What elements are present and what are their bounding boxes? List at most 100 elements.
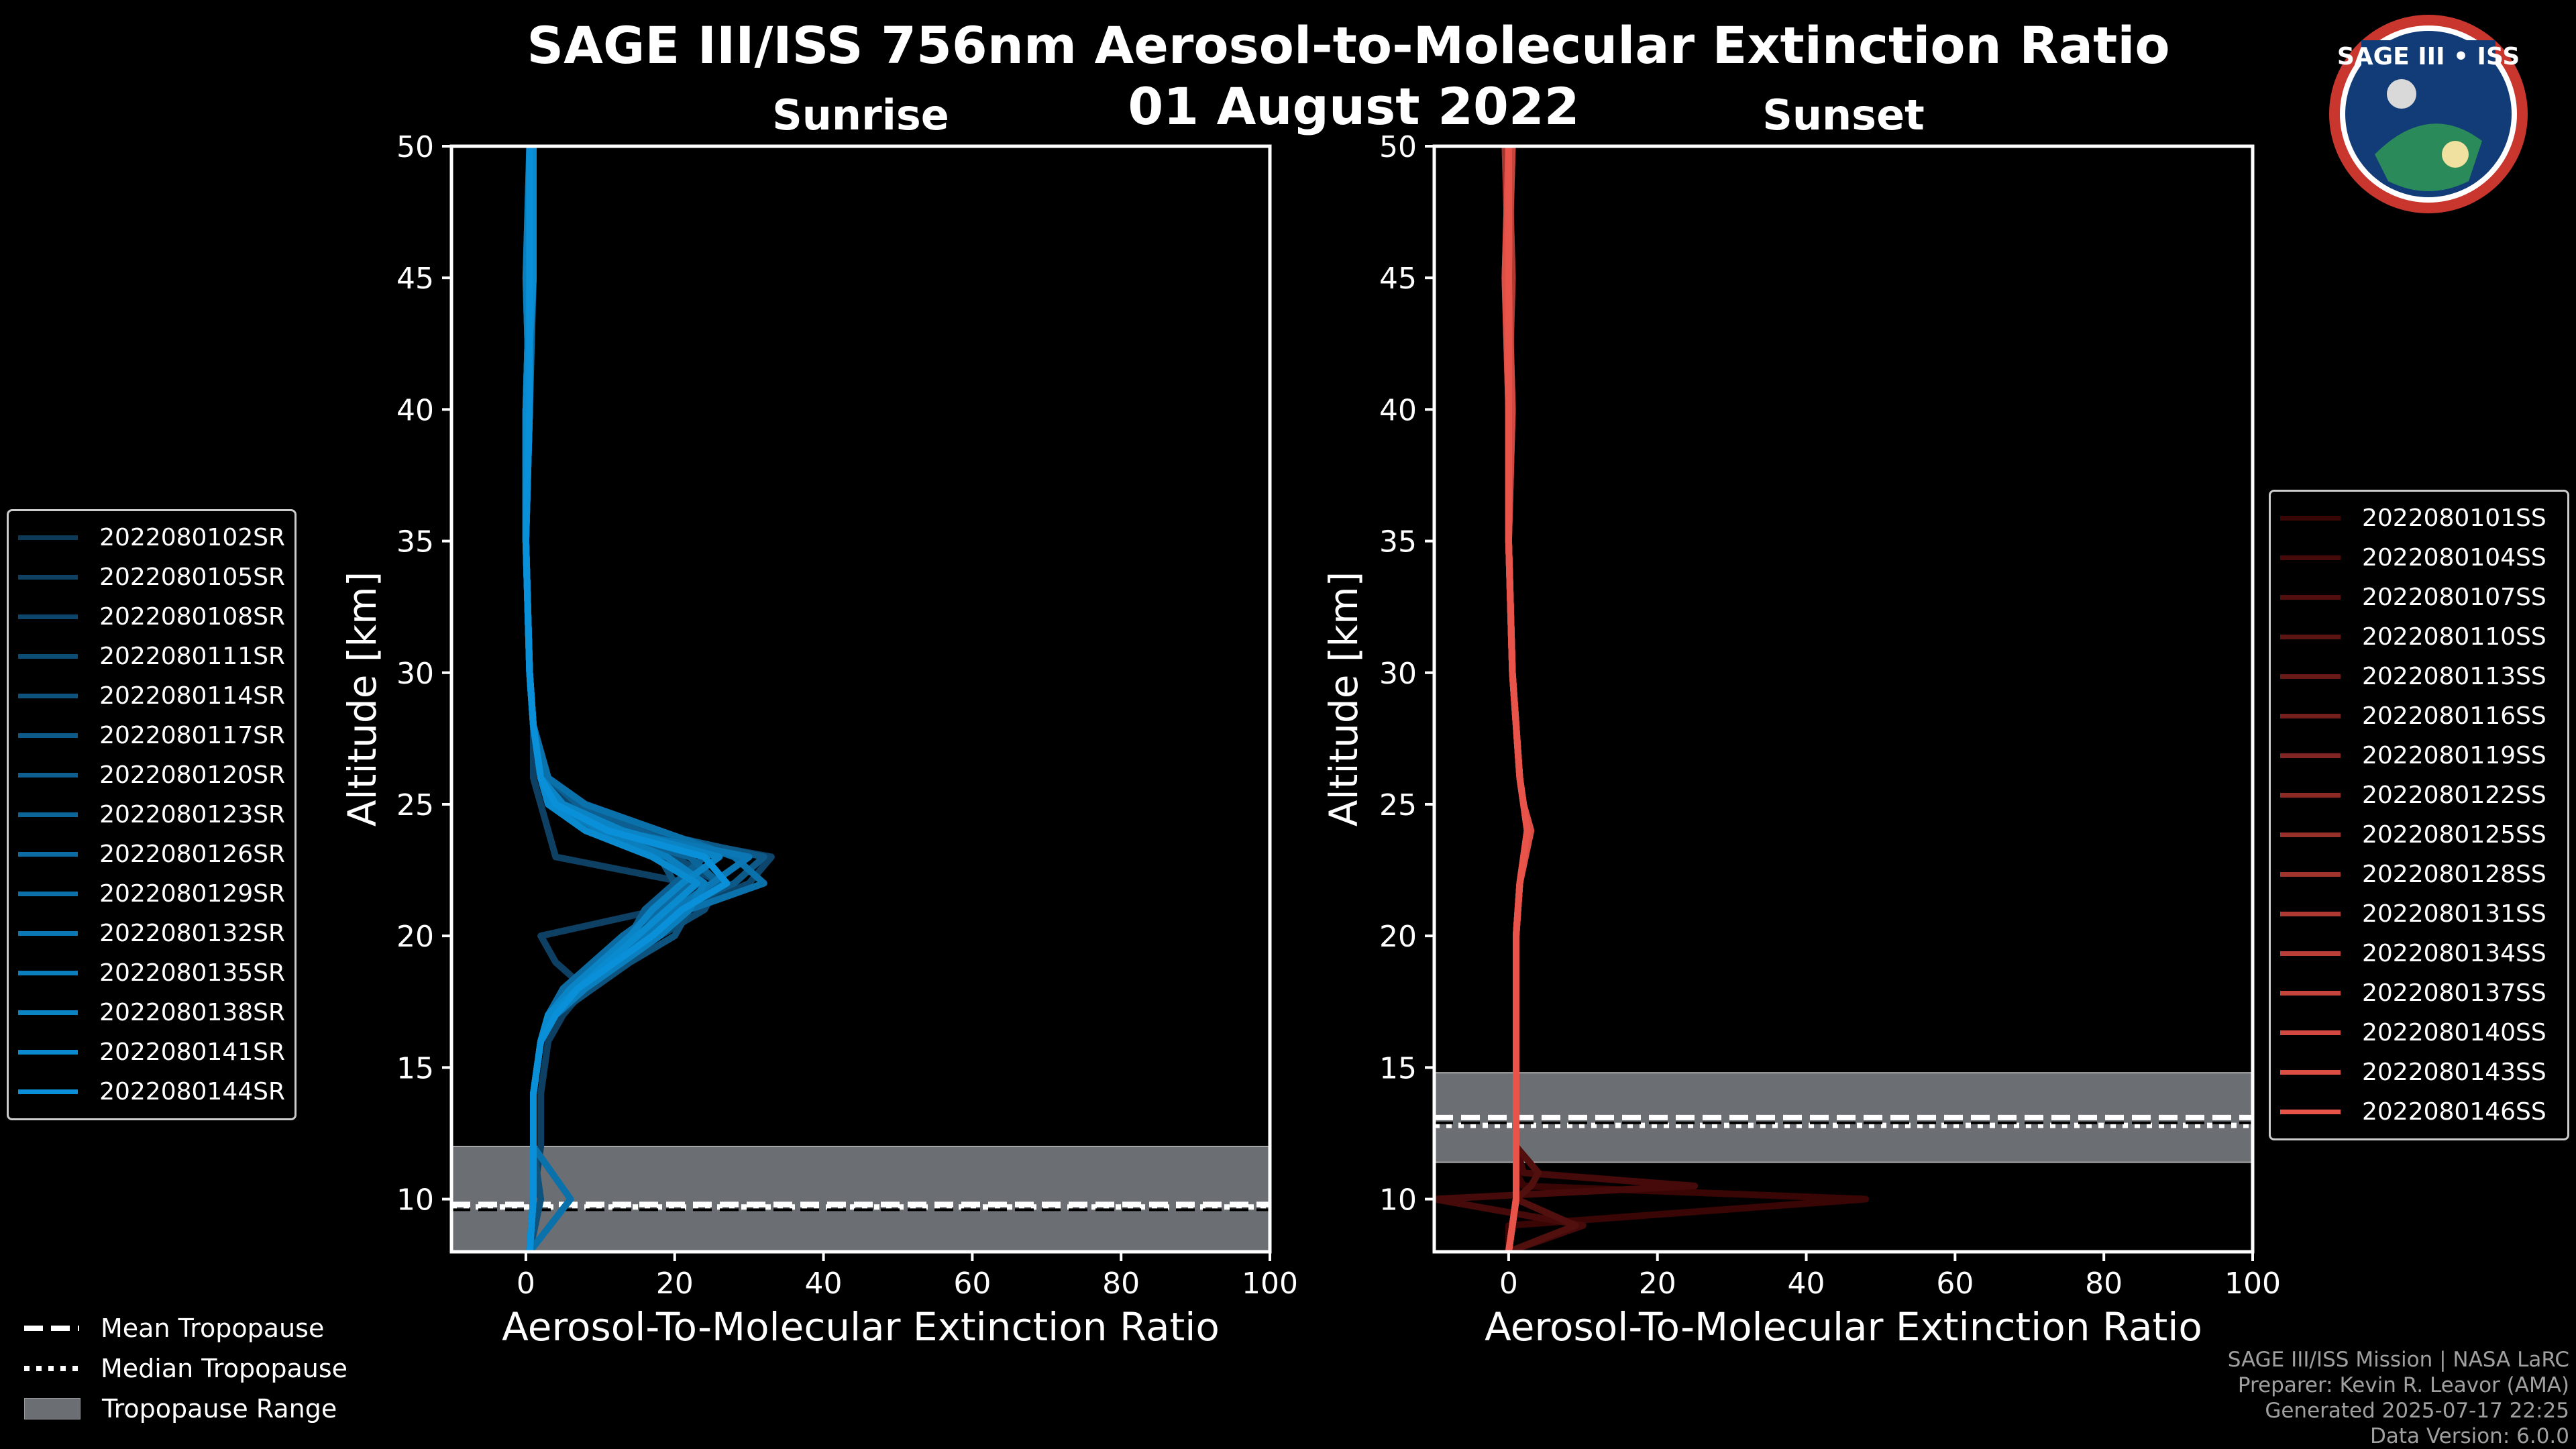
x-axis-label-sunrise: Aerosol-To-Molecular Extinction Ratio	[502, 1304, 1220, 1350]
legend-item: 2022080128SS	[2280, 855, 2558, 894]
footer-credits: SAGE III/ISS Mission | NASA LaRC Prepare…	[2228, 1347, 2569, 1449]
legend-label: 2022080141SR	[99, 1038, 285, 1066]
y-tick-label: 15	[1379, 1051, 1417, 1085]
x-tick-label: 0	[1499, 1267, 1518, 1301]
legend-swatch	[18, 773, 78, 777]
legend-swatch	[18, 971, 78, 975]
y-tick-label: 35	[1379, 525, 1417, 559]
legend-label: 2022080143SS	[2362, 1059, 2546, 1086]
legend-swatch	[2280, 753, 2341, 758]
y-tick-label: 40	[1379, 393, 1417, 427]
legend-swatch	[18, 892, 78, 896]
legend-item: 2022080117SR	[18, 716, 285, 755]
legend-label: 2022080146SS	[2362, 1098, 2546, 1126]
legend-swatch	[2280, 595, 2341, 600]
legend-item: 2022080131SS	[2280, 894, 2558, 934]
legend-swatch	[2280, 1030, 2341, 1035]
legend-item: 2022080135SR	[18, 953, 285, 993]
y-tick-label: 40	[396, 393, 434, 427]
legend-label: 2022080125SS	[2362, 821, 2546, 849]
legend-label: 2022080105SR	[99, 564, 285, 591]
x-tick-label: 40	[805, 1267, 843, 1301]
axes-frame	[1432, 144, 2255, 1254]
y-tick-label: 35	[396, 525, 434, 559]
series-line-2022080126SR	[522, 146, 693, 1252]
legend-label: 2022080129SR	[99, 880, 285, 908]
y-tick-label: 10	[1379, 1183, 1417, 1218]
panel-title-sunset: Sunset	[1762, 91, 1925, 140]
legend-swatch	[18, 575, 78, 580]
legend-label: 2022080104SS	[2362, 544, 2546, 572]
footer-line: Data Version: 6.0.0	[2369, 1424, 2569, 1448]
legend-item: 2022080126SR	[18, 835, 285, 874]
series-line-2022080111SR	[522, 146, 723, 1252]
legend-label: 2022080126SR	[99, 841, 285, 868]
legend-swatch	[18, 1010, 78, 1015]
y-tick-label: 30	[396, 657, 434, 691]
legend-swatch	[2280, 833, 2341, 837]
x-tick-label: 100	[2224, 1267, 2281, 1301]
legend-item: 2022080105SR	[18, 557, 285, 597]
legend-swatch	[18, 1050, 78, 1055]
legend-item: 2022080129SR	[18, 874, 285, 914]
mission-logo: SAGE III • ISS	[2329, 15, 2528, 213]
x-tick-label: 60	[1936, 1267, 1974, 1301]
legend-swatch	[2280, 674, 2341, 679]
legend-label: 2022080114SR	[99, 682, 285, 710]
y-tick-label: 25	[1379, 788, 1417, 822]
legend-item: 2022080107SS	[2280, 578, 2558, 617]
legend-item: 2022080104SS	[2280, 538, 2558, 578]
legend-label: 2022080134SS	[2362, 940, 2546, 967]
legend-item: 2022080111SR	[18, 637, 285, 676]
legend-swatch	[2280, 991, 2341, 996]
legend-swatch	[18, 535, 78, 540]
legend-swatch	[2280, 635, 2341, 639]
axes-frame	[449, 144, 1272, 1254]
x-tick-label: 80	[1102, 1267, 1140, 1301]
legend-swatch	[2280, 516, 2341, 521]
series-line-2022080120SR	[522, 146, 708, 1252]
legend-item: 2022080108SR	[18, 597, 285, 637]
y-tick-label: 25	[396, 788, 434, 822]
legend-sunrise: 2022080102SR 2022080105SR 2022080108SR 2022…	[7, 509, 297, 1120]
series-line-2022080108SR	[522, 146, 775, 1252]
y-tick-label: 20	[396, 920, 434, 954]
x-tick-label: 20	[1639, 1267, 1676, 1301]
legend-item: 2022080120SR	[18, 755, 285, 795]
legend-item: 2022080138SR	[18, 993, 285, 1032]
logo-text: SAGE III • ISS	[2337, 43, 2520, 70]
legend-item: 2022080116SS	[2280, 696, 2558, 736]
x-tick-label: 0	[517, 1267, 535, 1301]
legend-item: 2022080132SR	[18, 914, 285, 953]
tropopause-range-band	[451, 1146, 1270, 1252]
legend-label: 2022080135SR	[99, 959, 285, 987]
range-swatch-icon	[24, 1398, 80, 1419]
dashed-line-icon	[24, 1326, 79, 1331]
series-line-2022080114SR	[522, 146, 693, 1252]
legend-item: 2022080122SS	[2280, 775, 2558, 815]
legend-swatch	[18, 852, 78, 857]
y-tick-label: 50	[1379, 130, 1417, 164]
legend-swatch	[18, 614, 78, 619]
series-line-2022080105SR	[522, 146, 693, 1252]
panel-title-sunrise: Sunrise	[772, 91, 949, 140]
legend-label: 2022080108SR	[99, 603, 285, 631]
footer-line: SAGE III/ISS Mission | NASA LaRC	[2227, 1348, 2569, 1372]
legend-label: 2022080120SR	[99, 761, 285, 789]
legend-item: 2022080125SS	[2280, 815, 2558, 855]
legend-item: 2022080144SR	[18, 1072, 285, 1112]
legend-item: 2022080146SS	[2280, 1092, 2558, 1132]
legend-label: 2022080102SR	[99, 524, 285, 551]
y-axis-label-sunrise: Altitude [km]	[339, 572, 385, 826]
legend-item: 2022080140SS	[2280, 1013, 2558, 1053]
y-tick-label: 15	[396, 1051, 434, 1085]
legend-item: 2022080123SR	[18, 795, 285, 835]
legend-item: 2022080143SS	[2280, 1053, 2558, 1092]
legend-sunset: 2022080101SS 2022080104SS 2022080107SS 2022…	[2269, 490, 2569, 1140]
series-line-2022080135SR	[522, 146, 708, 1252]
y-axis-label-sunset: Altitude [km]	[1321, 572, 1366, 826]
dotted-line-icon	[24, 1366, 79, 1371]
y-tick-label: 20	[1379, 920, 1417, 954]
legend-item: 2022080102SR	[18, 518, 285, 557]
series-line-2022080141SR	[522, 146, 700, 1252]
